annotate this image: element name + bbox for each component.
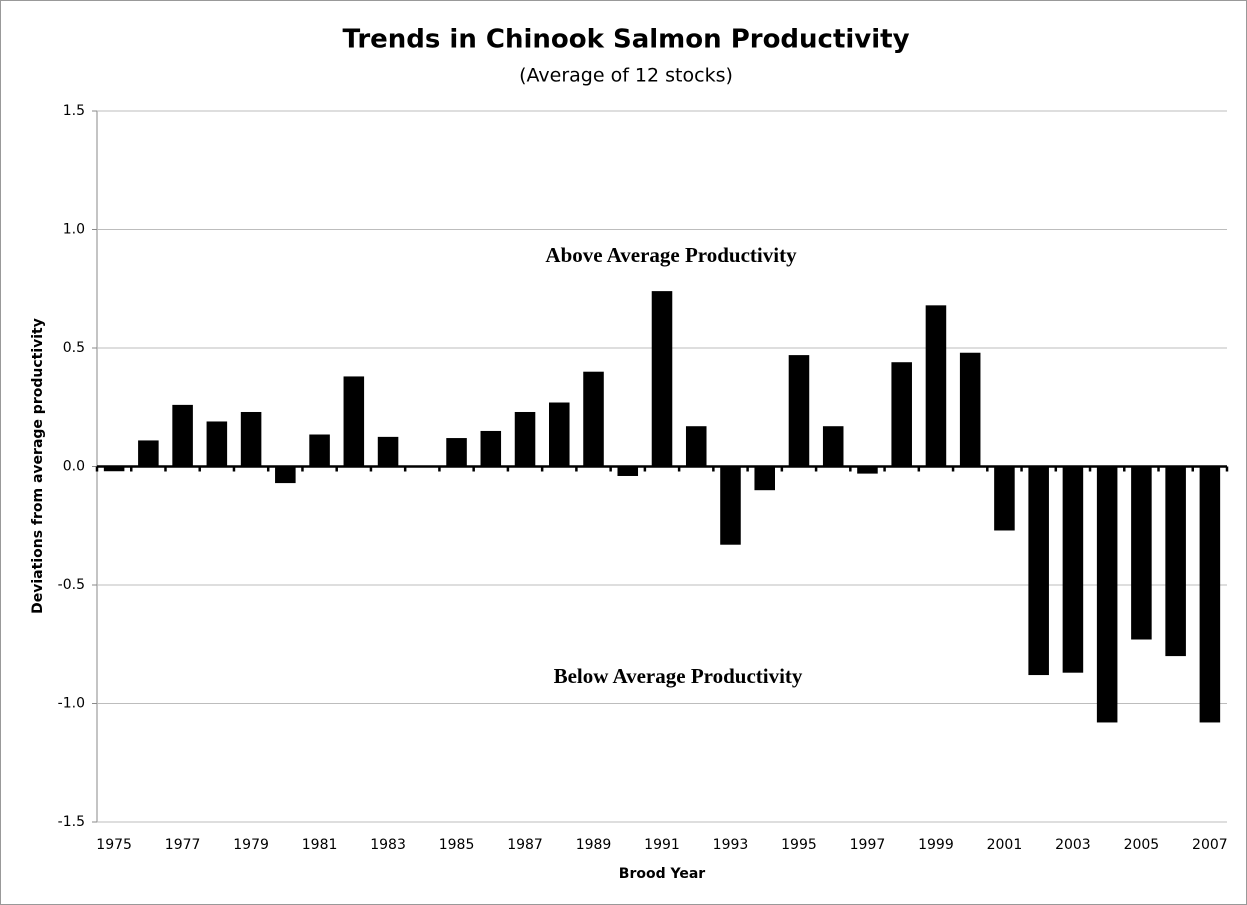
bar [925,305,947,467]
bar [206,421,228,467]
x-tick-label: 1979 [233,837,269,853]
bar [788,355,810,467]
x-tick-label: 1997 [850,837,886,853]
x-tick-label: 1985 [439,837,475,853]
y-tick-label: 0.0 [63,459,85,475]
bar [343,376,365,467]
x-tick-label: 2003 [1055,837,1091,853]
bar [1028,466,1049,676]
bar [617,466,639,476]
annotation: Above Average Productivity [545,243,797,267]
x-tick-label: 1991 [644,837,680,853]
x-tick-label: 1987 [507,837,543,853]
bar [994,466,1015,531]
bar [240,411,262,467]
bar [651,291,673,467]
y-tick-label: -1.5 [58,814,85,830]
bar [1062,466,1084,673]
bar [446,438,467,467]
x-tick-label: 1993 [713,837,749,853]
y-tick-label: -0.5 [58,577,85,593]
x-tick-label: 1983 [370,837,406,853]
bar [138,440,159,467]
bar [1131,466,1152,640]
chart-subtitle: (Average of 12 stocks) [519,65,733,87]
x-tick-label: 1999 [918,837,954,853]
bar [754,466,775,491]
y-tick-label: 1.5 [63,103,85,119]
bar [891,362,912,467]
x-tick-label: 1989 [576,837,612,853]
bar [275,466,296,484]
x-tick-label: 2001 [987,837,1023,853]
bar [103,466,125,472]
bar [1096,466,1118,723]
bar [514,411,536,467]
x-tick-label: 1977 [165,837,201,853]
chart-title: Trends in Chinook Salmon Productivity [342,25,909,55]
bar [720,466,741,545]
bar [549,402,570,467]
x-tick-label: 1995 [781,837,817,853]
bar [583,371,604,467]
bar [309,434,330,467]
x-tick-label: 1975 [96,837,132,853]
bar [857,466,878,474]
x-tick-label: 2007 [1192,837,1228,853]
y-tick-label: 0.5 [63,340,85,356]
bar [377,436,399,467]
bar [1199,466,1221,723]
y-axis-title: Deviations from average productivity [30,318,46,614]
bar [822,426,844,467]
bar [685,426,707,467]
annotation: Below Average Productivity [554,664,803,688]
bar [1165,466,1186,657]
bar [480,430,502,467]
bar [172,404,193,467]
x-tick-label: 1981 [302,837,338,853]
bar [959,352,981,467]
y-tick-label: 1.0 [63,222,85,238]
x-tick-label: 2005 [1124,837,1160,853]
y-tick-label: -1.0 [58,696,85,712]
x-axis-title: Brood Year [619,866,706,882]
